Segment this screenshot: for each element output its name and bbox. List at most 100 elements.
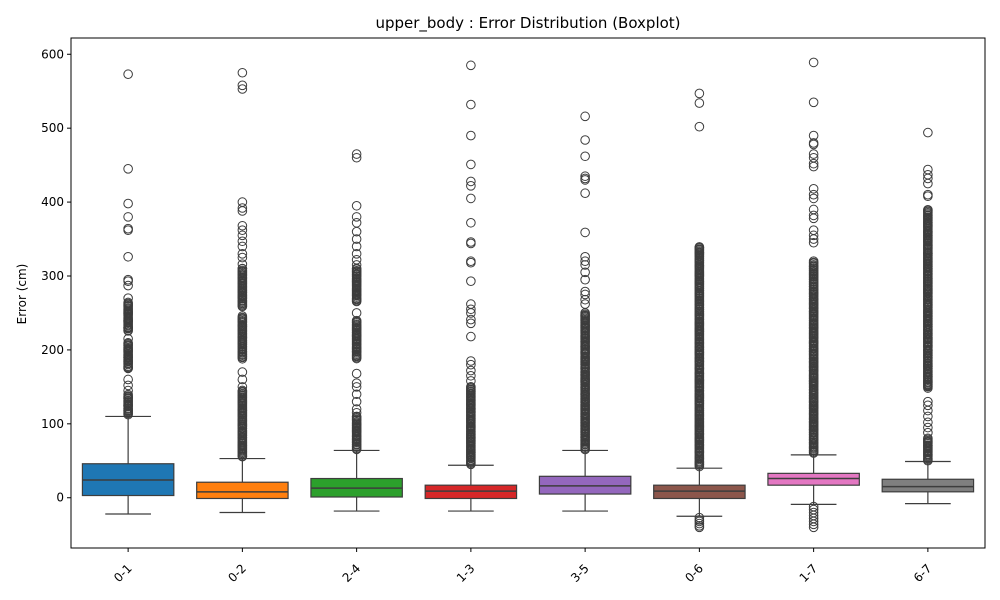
outlier-6-7 [923,411,933,422]
outlier-0-6 [694,88,705,99]
y-tick-label: 0 [56,491,64,505]
outlier-0-2 [237,220,248,231]
outlier-1-3 [466,308,476,318]
outlier-1-7 [808,230,819,241]
outlier-1-7 [808,139,819,150]
outlier-0-2 [237,249,248,259]
outlier-0-1 [123,338,133,348]
outlier-0-2 [237,80,248,91]
outlier-0-6 [694,516,705,527]
outlier-0-6 [694,98,705,108]
outlier-0-2 [237,206,248,216]
outlier-2-4 [351,249,362,259]
outlier-0-2 [237,84,248,94]
outlier-3-5 [580,135,590,145]
outlier-0-2 [237,252,248,263]
chart-title: upper_body : Error Distribution (Boxplot… [375,14,680,33]
box-0-2 [196,481,289,500]
outlier-2-4 [351,404,362,414]
outlier-3-5 [580,256,590,267]
y-tick-label: 300 [41,269,64,283]
outlier-1-7 [808,183,819,194]
outlier-3-5 [580,175,590,185]
outlier-1-7 [808,193,819,204]
outlier-2-4 [351,382,362,392]
box-6-7 [881,478,975,493]
outlier-0-2 [237,374,248,385]
x-tick-label: 1-7 [797,561,821,585]
plot-frame [70,37,986,549]
outlier-1-7 [808,158,819,169]
outlier-6-7 [923,405,933,416]
outlier-0-2 [237,203,248,213]
outlier-6-7 [923,417,933,428]
y-tick-label: 400 [41,195,64,209]
outlier-1-7 [808,519,819,530]
outlier-0-6 [694,242,705,252]
outlier-2-4 [351,407,362,418]
outlier-3-5 [580,111,590,122]
outlier-1-3 [466,257,476,268]
outlier-2-4 [351,315,362,326]
outlier-0-1 [123,276,133,286]
x-tick-label: 0-2 [225,561,249,585]
outlier-0-1 [123,212,133,222]
outlier-1-3 [466,299,476,309]
outlier-2-4 [351,241,362,252]
outlier-0-6 [694,121,705,132]
outlier-6-7 [923,433,933,444]
outlier-1-3 [466,193,476,204]
outlier-2-4 [351,263,362,274]
outlier-1-3 [466,359,476,370]
outlier-6-7 [923,422,933,433]
outlier-0-2 [237,67,248,78]
outlier-2-4 [351,149,362,159]
outlier-2-4 [351,378,362,388]
outlier-0-2 [237,230,248,241]
outlier-3-5 [580,267,590,278]
outlier-1-7 [808,516,819,527]
outlier-1-7 [808,256,819,266]
outlier-0-1 [123,380,133,391]
outlier-6-7 [923,427,933,438]
outlier-1-3 [466,356,476,366]
outlier-2-4 [351,234,362,244]
outlier-1-3 [466,130,476,141]
outlier-0-1 [123,164,133,174]
outlier-1-7 [808,161,819,172]
outlier-0-1 [123,280,133,291]
outlier-2-4 [351,254,362,265]
outlier-2-4 [351,217,362,228]
x-tick-label: 0-6 [682,561,706,585]
outlier-1-3 [466,60,476,71]
outlier-1-3 [466,181,476,191]
outlier-1-3 [466,217,476,228]
outlier-3-5 [580,274,590,285]
outlier-1-7 [808,234,819,244]
outlier-0-2 [237,236,248,247]
outlier-6-7 [923,127,933,138]
outlier-1-3 [466,365,476,376]
outlier-0-1 [123,297,133,308]
outlier-1-3 [466,370,476,381]
outlier-0-6 [694,522,705,533]
x-tick-label: 1-3 [454,561,478,585]
outlier-0-1 [123,69,133,80]
outlier-0-2 [237,241,248,252]
outlier-6-7 [923,191,933,201]
outlier-0-1 [123,389,133,400]
outlier-6-7 [923,178,933,189]
outlier-1-7 [808,213,819,224]
y-axis-title: Error (cm) [15,264,29,325]
outlier-1-3 [466,314,476,325]
outlier-1-7 [808,237,819,248]
outlier-0-2 [237,385,248,396]
outlier-1-7 [808,225,819,235]
outlier-2-4 [351,212,362,222]
outlier-1-3 [466,276,476,286]
outlier-2-4 [351,368,362,379]
outlier-1-3 [466,318,476,329]
outlier-3-5 [580,151,590,162]
outlier-2-4 [351,152,362,163]
y-tick-label: 200 [41,343,64,357]
